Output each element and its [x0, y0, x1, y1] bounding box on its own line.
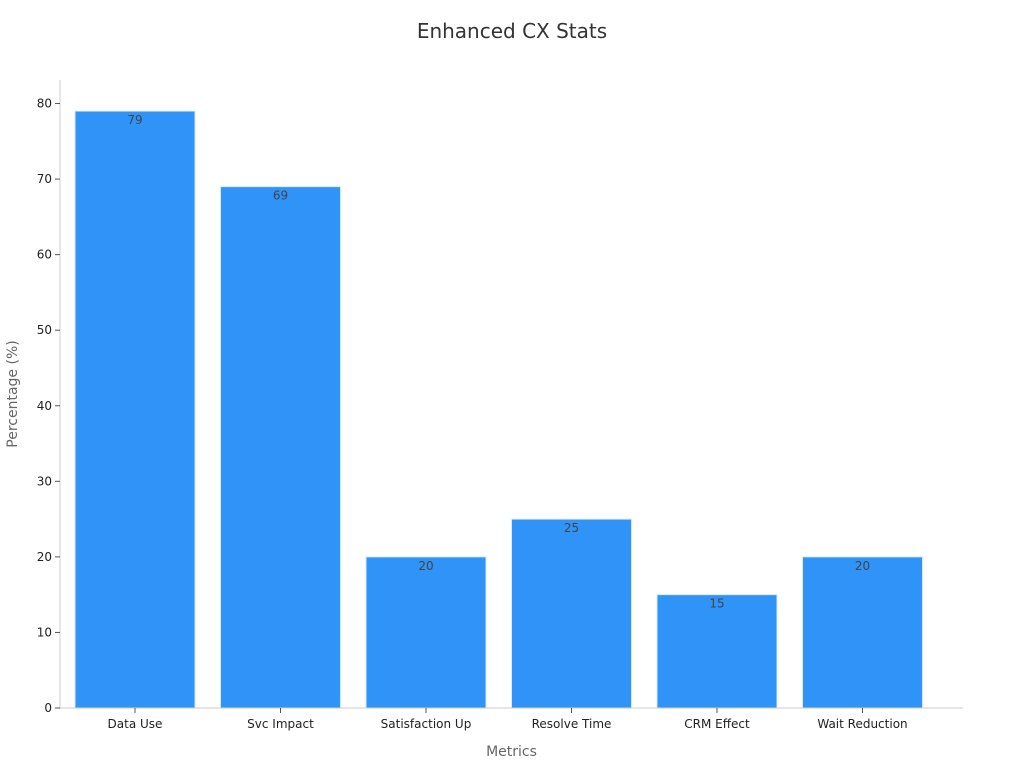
y-tick-label: 0 — [44, 701, 52, 715]
data-label: 20 — [855, 559, 870, 573]
y-tick-label: 40 — [37, 399, 52, 413]
x-ticks: Data Use Svc Impact Satisfaction Up Resolve… — [108, 708, 908, 731]
data-label: 20 — [418, 559, 433, 573]
x-tick-label: Resolve Time — [532, 717, 612, 731]
bar-data-use — [74, 110, 196, 709]
y-tick-label: 10 — [37, 625, 52, 639]
y-tick-label: 80 — [37, 97, 52, 111]
data-label: 79 — [127, 113, 142, 127]
bar-wait-reduction — [802, 556, 923, 709]
y-tick-label: 20 — [37, 550, 52, 564]
axes-layer — [59, 80, 963, 709]
x-tick-label: Svc Impact — [247, 717, 314, 731]
chart-title: Enhanced CX Stats — [416, 19, 608, 43]
x-tick-label: CRM Effect — [684, 717, 750, 731]
y-ticks: 0 10 20 30 40 50 60 70 80 — [37, 97, 60, 715]
data-labels: 79 69 20 25 15 20 — [127, 113, 870, 611]
data-label: 25 — [564, 521, 579, 535]
bar-svc-impact — [220, 186, 341, 709]
x-tick-label: Satisfaction Up — [381, 717, 472, 731]
data-label: 69 — [273, 189, 288, 203]
bar-crm-effect — [656, 594, 778, 709]
x-tick-label: Data Use — [108, 717, 163, 731]
y-tick-label: 50 — [37, 323, 52, 337]
x-tick-label: Wait Reduction — [817, 717, 907, 731]
x-axis-title: Metrics — [486, 744, 537, 760]
bars-layer — [74, 110, 923, 709]
data-label: 15 — [709, 597, 724, 611]
bar-resolve-time — [511, 518, 632, 709]
y-tick-label: 70 — [37, 172, 52, 186]
y-tick-label: 30 — [37, 474, 52, 488]
y-axis-title: Percentage (%) — [5, 340, 21, 447]
bar-satisfaction-up — [365, 556, 487, 709]
y-tick-label: 60 — [37, 248, 52, 262]
